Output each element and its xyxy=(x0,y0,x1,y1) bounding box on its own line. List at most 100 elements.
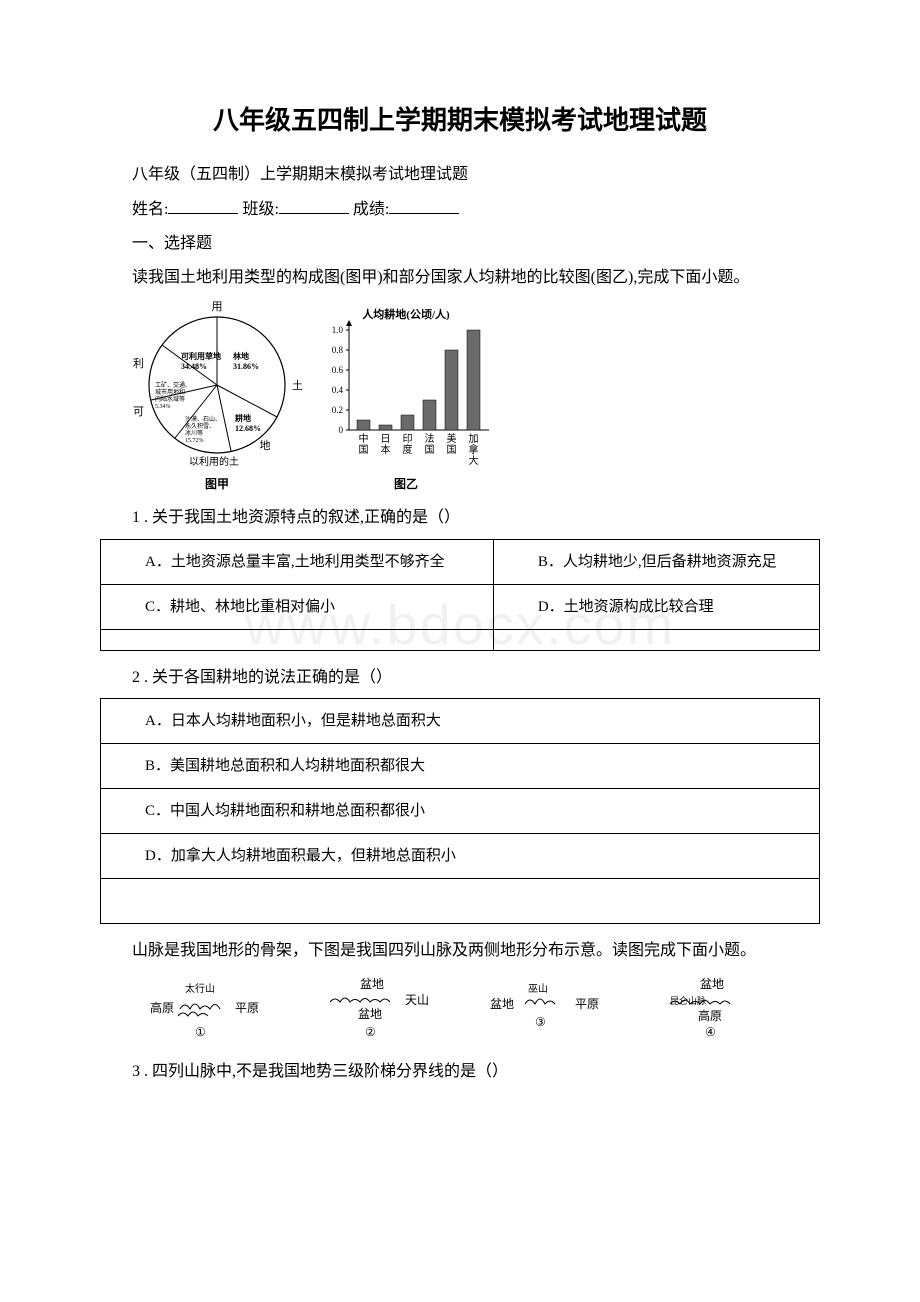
svg-text:以利用的土: 以利用的土 xyxy=(189,455,239,468)
table-row xyxy=(101,629,820,650)
passage1: 读我国土地利用类型的构成图(图甲)和部分国家人均耕地的比较图(图乙),完成下面小… xyxy=(100,265,820,291)
svg-text:国: 国 xyxy=(447,444,457,456)
svg-text:度: 度 xyxy=(403,443,413,456)
class-label: 班级: xyxy=(242,201,278,218)
q1-stem: 1 . 关于我国土地资源特点的叙述,正确的是（） xyxy=(100,505,820,531)
svg-text:天山: 天山 xyxy=(405,993,429,1007)
q1-opt-d: D．土地资源构成比较合理 xyxy=(493,584,819,629)
q1-options-table: A．土地资源总量丰富,土地利用类型不够齐全 B．人均耕地少,但后备耕地资源充足 … xyxy=(100,539,820,651)
table-row: A．土地资源总量丰富,土地利用类型不够齐全 B．人均耕地少,但后备耕地资源充足 xyxy=(101,539,820,584)
svg-text:拿: 拿 xyxy=(469,443,479,456)
table-row: C．耕地、林地比重相对偏小 D．土地资源构成比较合理 xyxy=(101,584,820,629)
svg-text:图甲: 图甲 xyxy=(205,477,229,491)
q2-opt-d: D．加拿大人均耕地面积最大，但耕地总面积小 xyxy=(101,834,820,879)
svg-text:高原: 高原 xyxy=(698,1008,722,1023)
svg-text:美: 美 xyxy=(447,432,457,445)
svg-text:法: 法 xyxy=(425,432,435,445)
svg-text:土: 土 xyxy=(292,379,303,392)
name-label: 姓名: xyxy=(132,201,168,218)
svg-text:林地: 林地 xyxy=(233,351,249,361)
svg-text:国: 国 xyxy=(425,444,435,456)
figure-group-2: 高原 平原 太行山 ① 盆地 天山 盆地 ② 盆地 平原 巫山 ③ 盆地 昆仑山… xyxy=(100,974,820,1049)
svg-text:印: 印 xyxy=(403,433,413,445)
mountain-diagram-3: 盆地 平原 巫山 ③ xyxy=(470,974,620,1049)
table-row xyxy=(101,879,820,924)
svg-text:可: 可 xyxy=(133,406,144,418)
svg-text:太行山: 太行山 xyxy=(185,982,215,995)
svg-text:0.6: 0.6 xyxy=(332,365,344,375)
q1-empty-1 xyxy=(101,629,494,650)
svg-text:昆仑山脉: 昆仑山脉 xyxy=(670,995,706,1006)
section-heading: 一、选择题 xyxy=(100,231,820,257)
svg-text:盆地: 盆地 xyxy=(490,997,514,1011)
svg-text:沙漠、石山、: 沙漠、石山、 xyxy=(185,415,221,423)
svg-text:1.0: 1.0 xyxy=(332,325,344,335)
svg-text:0: 0 xyxy=(339,425,344,435)
q2-opt-a: A．日本人均耕地面积小，但是耕地总面积大 xyxy=(101,699,820,744)
svg-text:大: 大 xyxy=(469,454,479,467)
q2-empty xyxy=(101,879,820,924)
doc-title: 八年级五四制上学期期末模拟考试地理试题 xyxy=(100,100,820,142)
name-blank[interactable] xyxy=(168,195,238,214)
svg-text:利: 利 xyxy=(133,357,144,370)
svg-text:15.72%: 15.72% xyxy=(185,438,204,444)
q2-opt-c: C．中国人均耕地面积和耕地总面积都很小 xyxy=(101,789,820,834)
q2-opt-b: B．美国耕地总面积和人均耕地面积都很大 xyxy=(101,744,820,789)
svg-text:中: 中 xyxy=(359,432,369,445)
svg-text:冰川等: 冰川等 xyxy=(185,429,203,437)
svg-text:31.86%: 31.86% xyxy=(233,362,259,371)
svg-text:加: 加 xyxy=(469,433,479,445)
svg-text:③: ③ xyxy=(535,1015,546,1029)
svg-text:④: ④ xyxy=(705,1025,716,1039)
svg-text:0.8: 0.8 xyxy=(332,345,344,355)
q1-opt-c: C．耕地、林地比重相对偏小 xyxy=(101,584,494,629)
figure-group-1: 用 土 地 利 可 以利用的土 可利用草地 34.48% 林地 31.86% 耕… xyxy=(132,300,820,495)
svg-text:盆地: 盆地 xyxy=(360,977,384,991)
form-line: 姓名: 班级: 成绩: xyxy=(100,195,820,223)
svg-text:①: ① xyxy=(195,1025,206,1039)
svg-text:图乙: 图乙 xyxy=(394,477,418,491)
q1-opt-b: B．人均耕地少,但后备耕地资源充足 xyxy=(493,539,819,584)
svg-text:内陆水域等: 内陆水域等 xyxy=(155,395,185,403)
class-blank[interactable] xyxy=(279,195,349,214)
table-row: C．中国人均耕地面积和耕地总面积都很小 xyxy=(101,789,820,834)
svg-text:12.68%: 12.68% xyxy=(235,424,261,433)
svg-text:用: 用 xyxy=(212,301,223,313)
score-blank[interactable] xyxy=(389,195,459,214)
svg-text:平原: 平原 xyxy=(575,997,599,1011)
svg-text:巫山: 巫山 xyxy=(528,983,548,995)
q1-opt-a: A．土地资源总量丰富,土地利用类型不够齐全 xyxy=(101,539,494,584)
mountain-diagram-1: 高原 平原 太行山 ① xyxy=(130,974,280,1049)
svg-text:盆地: 盆地 xyxy=(700,977,724,991)
svg-text:②: ② xyxy=(365,1025,376,1039)
mountain-diagram-4: 盆地 昆仑山脉 高原 ④ xyxy=(640,974,790,1049)
svg-text:工矿、交通、: 工矿、交通、 xyxy=(155,381,191,389)
svg-text:地: 地 xyxy=(260,439,271,452)
svg-text:耕地: 耕地 xyxy=(234,413,251,423)
q2-options-table: A．日本人均耕地面积小，但是耕地总面积大 B．美国耕地总面积和人均耕地面积都很大… xyxy=(100,698,820,924)
mountain-diagram-2: 盆地 天山 盆地 ② xyxy=(300,974,450,1049)
svg-text:可利用草地: 可利用草地 xyxy=(181,351,221,361)
svg-text:盆地: 盆地 xyxy=(358,1007,382,1021)
bar-chart-svg: 人均耕地(公顷/人) 00.20.40.60.81.0 中国日本印度法国美国加拿… xyxy=(311,300,501,495)
svg-text:本: 本 xyxy=(381,443,391,456)
svg-text:国: 国 xyxy=(359,444,369,456)
svg-text:0.2: 0.2 xyxy=(332,405,343,415)
q1-empty-2 xyxy=(493,629,819,650)
svg-text:永久积雪、: 永久积雪、 xyxy=(185,422,215,430)
svg-text:平原: 平原 xyxy=(235,1001,259,1015)
svg-text:34.48%: 34.48% xyxy=(181,362,207,371)
score-label: 成绩: xyxy=(353,201,389,218)
svg-text:城市用地和: 城市用地和 xyxy=(155,388,185,396)
passage2: 山脉是我国地形的骨架，下图是我国四列山脉及两侧地形分布示意。读图完成下面小题。 xyxy=(100,938,820,964)
svg-text:人均耕地(公顷/人): 人均耕地(公顷/人) xyxy=(362,307,450,321)
svg-text:日: 日 xyxy=(381,434,391,445)
table-row: B．美国耕地总面积和人均耕地面积都很大 xyxy=(101,744,820,789)
pie-chart-svg: 用 土 地 利 可 以利用的土 可利用草地 34.48% 林地 31.86% 耕… xyxy=(132,300,307,495)
table-row: D．加拿大人均耕地面积最大，但耕地总面积小 xyxy=(101,834,820,879)
table-row: A．日本人均耕地面积小，但是耕地总面积大 xyxy=(101,699,820,744)
subtitle: 八年级（五四制）上学期期末模拟考试地理试题 xyxy=(100,162,820,188)
svg-text:5.34%: 5.34% xyxy=(155,404,171,410)
document-content: 八年级五四制上学期期末模拟考试地理试题 八年级（五四制）上学期期末模拟考试地理试… xyxy=(100,100,820,1085)
q3-stem: 3 . 四列山脉中,不是我国地势三级阶梯分界线的是（） xyxy=(100,1059,820,1085)
